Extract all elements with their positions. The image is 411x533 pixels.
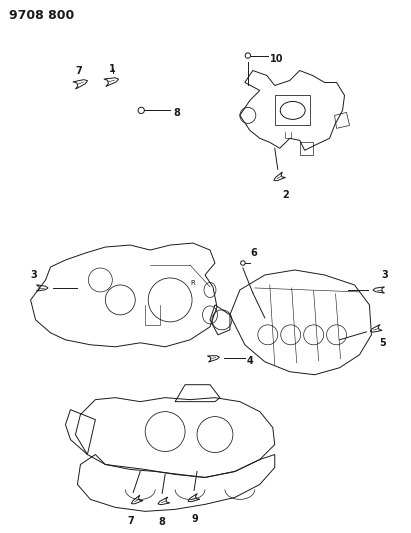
Text: 8: 8 bbox=[173, 108, 180, 118]
Text: 3: 3 bbox=[381, 270, 388, 280]
Text: 1: 1 bbox=[109, 63, 115, 74]
Text: 10: 10 bbox=[270, 53, 283, 63]
Text: 9708 800: 9708 800 bbox=[9, 9, 74, 22]
Text: 5: 5 bbox=[379, 338, 386, 348]
Text: 9: 9 bbox=[192, 514, 199, 524]
Text: 3: 3 bbox=[30, 270, 37, 280]
Text: 7: 7 bbox=[75, 66, 82, 76]
Text: 7: 7 bbox=[127, 516, 134, 527]
Text: 8: 8 bbox=[159, 518, 166, 527]
Text: 2: 2 bbox=[283, 190, 289, 200]
Text: 6: 6 bbox=[251, 248, 258, 258]
Text: R: R bbox=[191, 280, 195, 286]
Text: 4: 4 bbox=[247, 356, 254, 366]
